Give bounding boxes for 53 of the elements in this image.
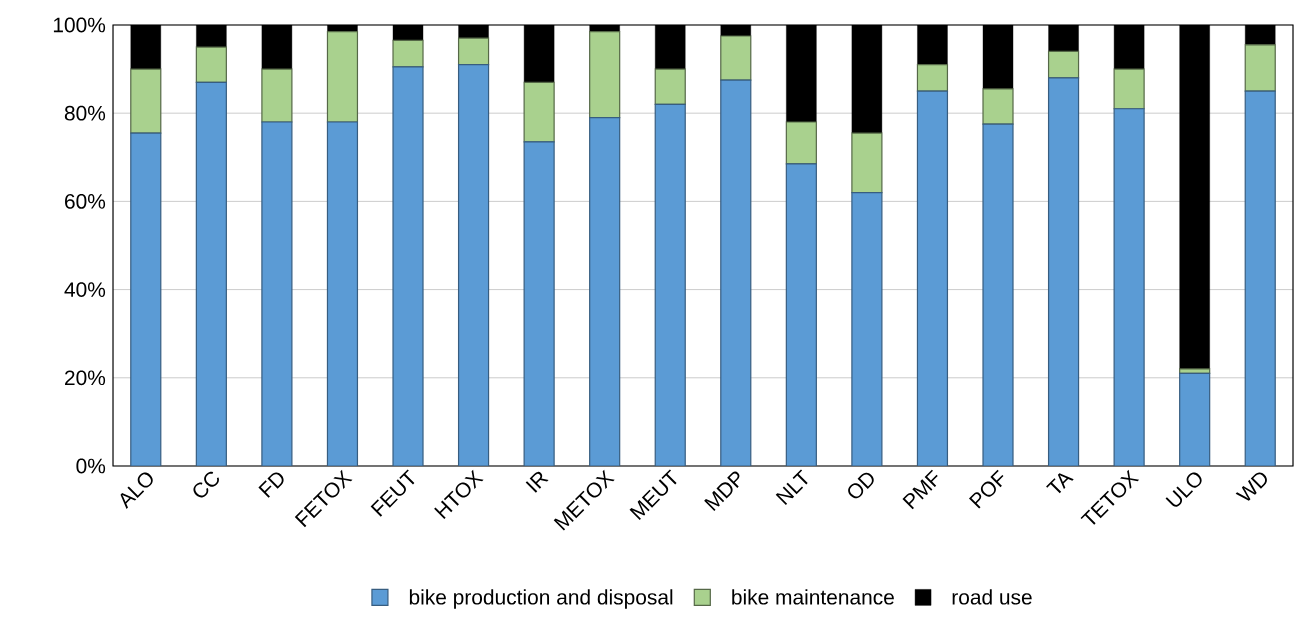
y-tick-label: 80% [64,105,106,121]
x-tick-label: ULO [1165,472,1202,507]
bar [195,81,227,466]
bar [1047,50,1080,79]
bar [1113,108,1145,466]
x-tick-label: FD [258,472,284,498]
bar [654,103,686,466]
legend-label: bike production and disposal [409,589,673,609]
x-tick-label: TA [1046,473,1074,494]
bar [1244,90,1276,466]
bar [982,123,1014,466]
bar [392,39,424,68]
bar [982,88,1014,125]
x-tick-label: IR [525,471,549,493]
bar [851,191,883,466]
bar [851,132,883,194]
bar [1179,372,1211,466]
x-tick-label: CC [193,471,219,498]
bar [130,68,162,134]
bar [785,121,817,165]
y-tick-label: 60% [65,193,106,209]
bar [326,121,359,466]
bar [720,35,752,81]
bar [916,90,949,466]
bar [785,163,817,466]
x-tick-label: NLT [775,469,808,505]
bar [195,46,227,83]
y-tick-label: 40% [64,282,106,297]
bar [720,79,752,466]
bar [130,132,162,466]
bar [261,121,293,466]
bar [589,31,621,119]
bar [326,31,359,123]
legend-label: road use [952,589,1032,605]
bar [457,64,490,466]
bar [457,37,490,66]
y-tick-label: 0% [76,458,106,474]
bar [1047,77,1080,466]
bar [1244,44,1276,92]
bar [261,68,293,123]
bar [523,141,555,466]
bar [589,117,621,466]
bar [523,81,555,143]
bar [654,68,686,105]
legend-label: bike maintenance [732,589,894,605]
x-tick-label: OD [848,472,874,499]
y-tick-label: 100% [53,17,106,33]
bar [392,66,424,466]
bar [1113,68,1145,110]
bar [1179,368,1211,374]
bar [916,64,949,92]
y-tick-label: 20% [65,370,106,386]
x-tick-label: WD [1235,472,1267,501]
